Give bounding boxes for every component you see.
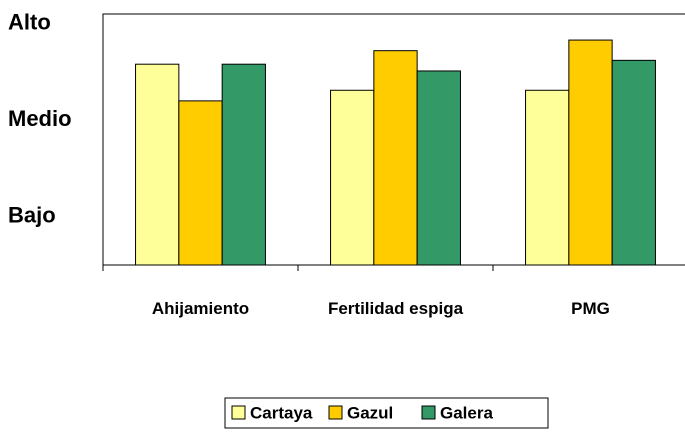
legend-label: Gazul — [347, 403, 393, 422]
legend-label: Galera — [440, 403, 493, 422]
y-tick-label: Alto — [8, 9, 51, 34]
bar — [178, 100, 223, 266]
legend-label: Cartaya — [250, 403, 313, 422]
bar — [221, 63, 266, 266]
legend-swatch — [328, 405, 343, 420]
legend-box — [224, 397, 549, 429]
bar — [611, 59, 656, 266]
bar — [330, 89, 375, 266]
x-tick-label: PMG — [571, 299, 610, 318]
x-tick-label: Fertilidad espiga — [327, 299, 464, 318]
x-tick-label: Ahijamiento — [151, 299, 250, 318]
bar — [568, 39, 613, 266]
y-tick-label: Bajo — [8, 203, 56, 228]
bar — [525, 89, 570, 266]
bar — [135, 63, 180, 266]
bar — [416, 70, 461, 266]
legend-swatch — [421, 405, 436, 420]
y-tick-label: Medio — [8, 106, 72, 131]
legend-swatch — [231, 405, 246, 420]
bar — [373, 50, 418, 266]
